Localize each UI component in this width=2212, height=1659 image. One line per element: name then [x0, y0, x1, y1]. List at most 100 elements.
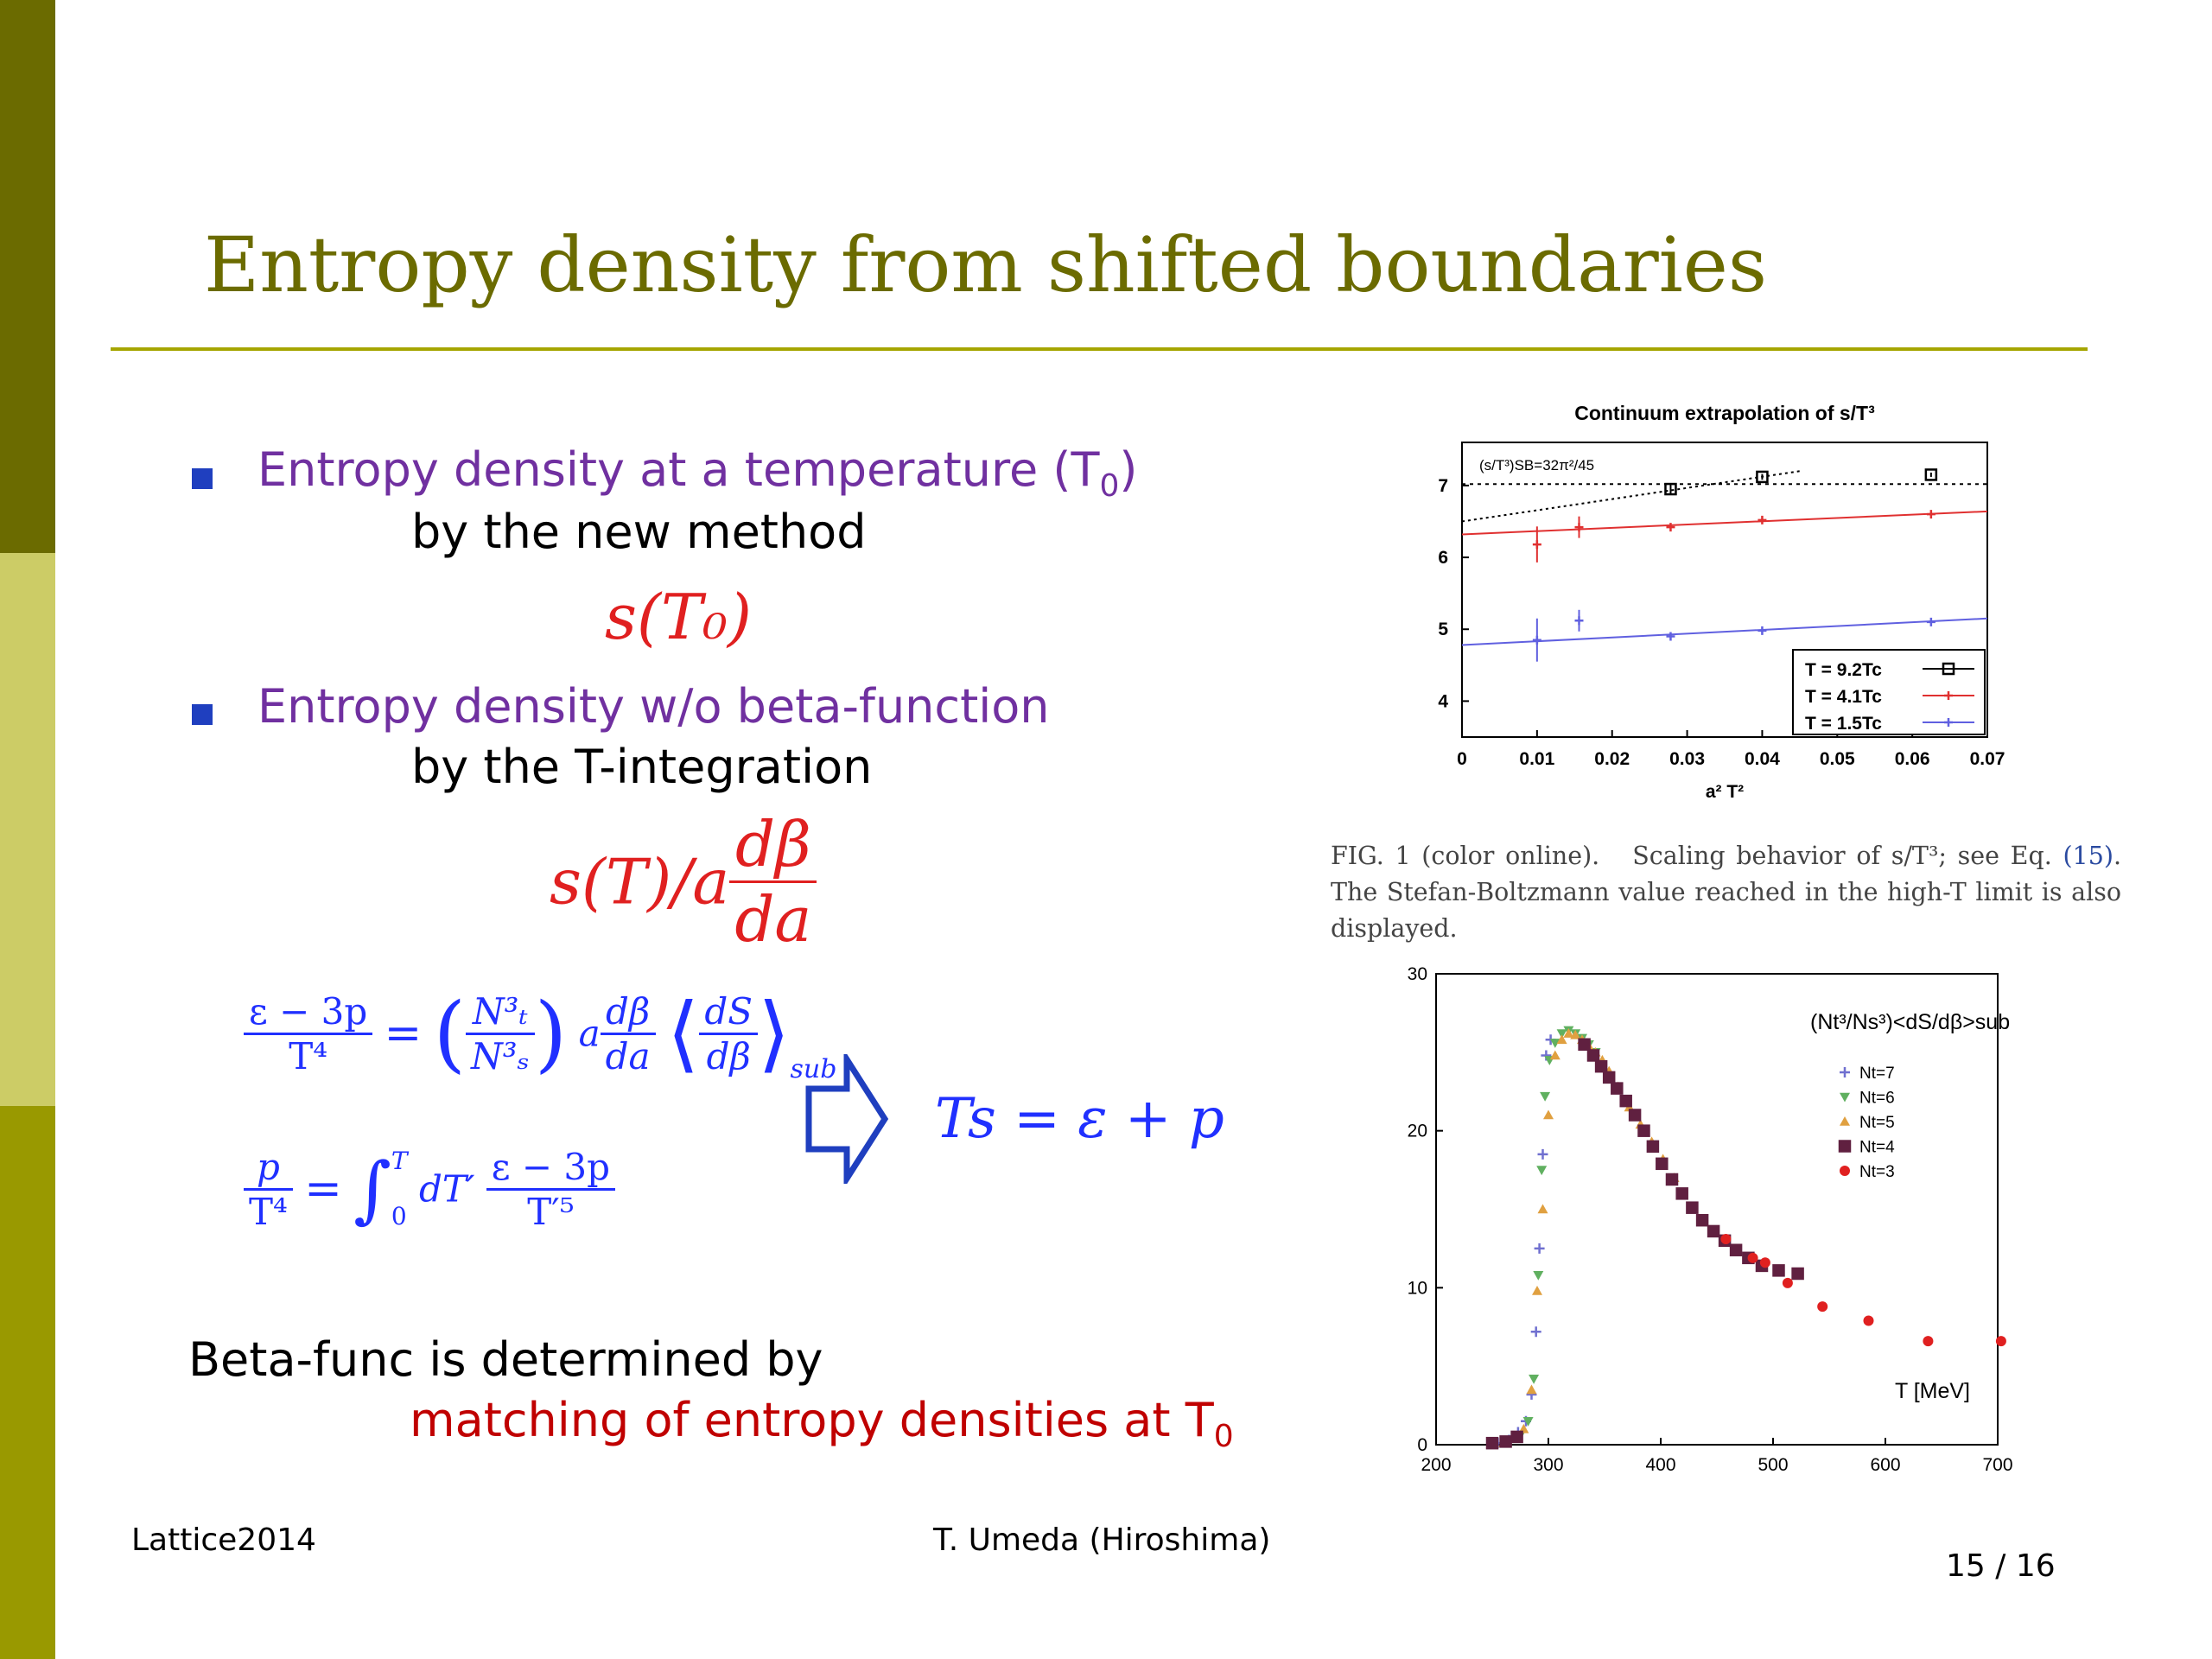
chart2-xlabel: T [MeV]: [1895, 1379, 1970, 1403]
chart2-xtick-label: 200: [1421, 1455, 1451, 1475]
chart1-data-point: [1758, 626, 1767, 635]
chart2-data-point: [1532, 1285, 1542, 1295]
chart2-data-point: [1556, 1034, 1567, 1045]
chart1-xtick-label: 0.06: [1895, 749, 1930, 769]
sidebar-stripe-top: [0, 0, 55, 553]
chart2-data-point: [1782, 1277, 1793, 1288]
chart2-quantity-label: (Nt³/Ns³)<dS/dβ>sub: [1810, 1010, 2010, 1034]
chart1-legend-label: T = 9.2Tc: [1805, 660, 1882, 680]
chart2-data-point: [1526, 1384, 1537, 1395]
chart2-data-point: [1791, 1267, 1804, 1281]
chart2-data-point: [1499, 1435, 1512, 1448]
chart2-data-point: [1556, 1029, 1567, 1039]
chart2-data-point: [1759, 1257, 1770, 1268]
chart2-legend-label: Nt=4: [1859, 1139, 1895, 1157]
chart2-legend-label: Nt=6: [1859, 1090, 1895, 1108]
chart2-ytick-label: 10: [1408, 1278, 1427, 1298]
chart2-data-point: [1637, 1124, 1650, 1137]
chart2-xtick-label: 300: [1533, 1455, 1563, 1475]
chart1-legend-marker: [1944, 691, 1953, 700]
formula-s-T0: s(T₀): [605, 581, 753, 653]
chart1-xtick-label: 0.05: [1820, 749, 1855, 769]
chart2-legend-marker: [1840, 1166, 1850, 1176]
chart2-data-point: [1665, 1173, 1679, 1186]
bullet-1-line-1: Entropy density at a temperature (T0): [257, 442, 1138, 504]
chart2-data-point: [1530, 1326, 1541, 1338]
chart2-legend-label: Nt=3: [1859, 1163, 1895, 1181]
chart1-xtick-label: 0.02: [1594, 749, 1630, 769]
page-number: 15 / 16: [1946, 1548, 2056, 1584]
chart1-xtick-label: 0.04: [1745, 749, 1780, 769]
chart1-xtick-label: 0.03: [1669, 749, 1705, 769]
chart1-xlabel: a² T²: [1706, 782, 1744, 802]
chart1-data-point: [1664, 482, 1677, 496]
chart1-data-point: [1532, 540, 1541, 550]
chart2-ytick-label: 20: [1408, 1122, 1427, 1141]
implies-arrow-icon: [805, 1054, 889, 1184]
chart2-data-point: [1611, 1082, 1624, 1095]
entropy-derivative-chart: 200 300 400 500 600 700 0 10 20 30 (Nt³/Ns³)<dS/dβ…: [1408, 964, 2013, 1475]
chart1-fit-line: [1461, 510, 1988, 536]
chart1-data-point: [1532, 635, 1541, 645]
chart2-data-point: [1646, 1140, 1660, 1154]
chart2-legend-marker: [1840, 1116, 1850, 1126]
chart2-data-point: [1923, 1336, 1934, 1347]
chart1-xtick-label: 0.07: [1970, 749, 2005, 769]
bullet-1-line-2: by the new method: [411, 505, 867, 559]
chart2-xtick-label: 500: [1758, 1455, 1788, 1475]
chart1-ytick-label: 7: [1438, 476, 1448, 496]
chart2-data-point: [1563, 1028, 1574, 1038]
chart1-data-point: [1926, 617, 1936, 626]
chart2-data-point: [1537, 1204, 1548, 1214]
chart1-title: Continuum extrapolation of s/T³: [1574, 402, 1875, 424]
chart2-data-point: [1817, 1301, 1828, 1313]
bullet-square-icon: [192, 468, 213, 489]
chart2-data-point: [1628, 1109, 1642, 1122]
chart2-data-point: [1686, 1201, 1699, 1214]
chart1-data-point: [1574, 523, 1584, 532]
chart1-data-point: [1666, 523, 1675, 532]
chart2-data-point: [1570, 1029, 1581, 1039]
chart2-data-point: [1772, 1264, 1785, 1277]
chart1-data-point: [1758, 515, 1767, 524]
chart2-data-point: [1863, 1315, 1874, 1326]
title-rule: [111, 347, 2088, 351]
chart2-data-point: [1534, 1243, 1545, 1254]
chart2-xtick-label: 400: [1645, 1455, 1675, 1475]
chart1-fit-line: [1461, 617, 1988, 646]
chart2-data-point: [1549, 1050, 1560, 1060]
chart2-data-point: [1537, 1148, 1548, 1160]
chart1-legend-label: T = 1.5Tc: [1805, 714, 1882, 734]
equation-Ts-epsilon-plus-p: Ts = ε + p: [935, 1087, 1224, 1151]
chart2-data-point: [1747, 1252, 1758, 1263]
chart2-data-point: [1602, 1071, 1616, 1084]
sidebar-stripe-middle: [0, 553, 55, 1106]
chart2-ytick-label: 0: [1417, 1435, 1427, 1455]
chart2-data-point: [1578, 1038, 1591, 1051]
equation-pressure-integral: p T⁴ = ∫ T 0 dT′ ε − 3p T′⁵: [244, 1134, 616, 1244]
chart2-legend-label: Nt=7: [1859, 1065, 1895, 1083]
chart1-legend-marker: [1944, 718, 1953, 727]
chart1-data-point: [1756, 470, 1769, 484]
chart1-legend-label: T = 4.1Tc: [1805, 687, 1882, 707]
beta-func-line-1: Beta-func is determined by: [188, 1332, 823, 1387]
chart2-plot-frame: [1435, 973, 1999, 1446]
chart1-data-point: [1924, 468, 1938, 481]
chart2-xtick-label: 700: [1982, 1455, 2012, 1475]
chart2-ytick-label: 30: [1408, 964, 1427, 984]
formula-s-T-over-a-dbeta-da: s(T)/a dβ da: [550, 808, 817, 956]
chart2-data-point: [1594, 1059, 1608, 1073]
figure-caption: FIG. 1 (color online). Scaling behavior …: [1331, 842, 2122, 943]
chart2-legend-marker: [1838, 1140, 1852, 1153]
footer-author: T. Umeda (Hiroshima): [933, 1522, 1271, 1558]
chart2-data-point: [1533, 1271, 1544, 1281]
continuum-extrapolation-chart: Continuum extrapolation of s/T³ 0 0.01 0.02…: [1438, 402, 2005, 802]
chart1-xtick-label: 0.01: [1519, 749, 1554, 769]
chart2-data-point: [1543, 1109, 1554, 1120]
chart2-xtick-label: 600: [1870, 1455, 1900, 1475]
chart2-data-point: [1656, 1157, 1669, 1171]
chart2-data-point: [1522, 1416, 1534, 1427]
chart1-sb-annotation: (s/T³)SB=32π²/45: [1479, 457, 1594, 474]
footer-conference: Lattice2014: [131, 1522, 316, 1558]
chart2-legend-label: Nt=5: [1859, 1114, 1895, 1132]
